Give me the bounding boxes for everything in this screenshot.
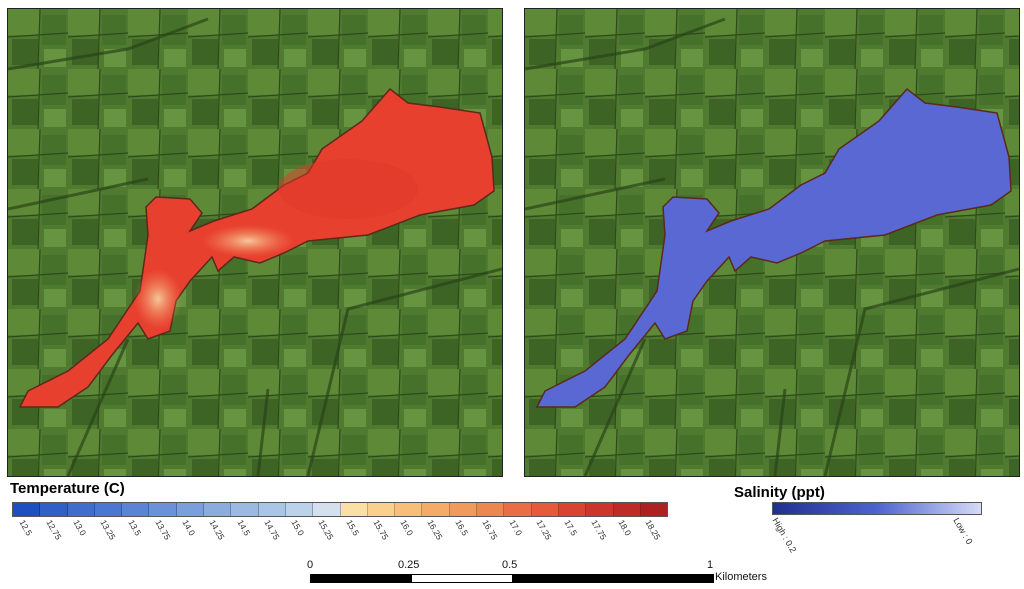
temperature-swatch <box>176 503 205 516</box>
temperature-swatch <box>531 503 559 516</box>
temperature-tick-label: 13.5 <box>125 518 143 538</box>
temperature-swatch <box>149 503 177 516</box>
temperature-tick-label: 13.25 <box>98 518 119 542</box>
scale-unit-label: Kilometers <box>715 571 767 583</box>
temperature-swatch <box>586 503 614 516</box>
warm-zone <box>134 269 182 329</box>
temperature-tick-label: 15.25 <box>316 518 337 542</box>
temperature-tick-label: 14.25 <box>207 518 228 542</box>
temperature-tick-label: 16.5 <box>452 518 470 538</box>
temperature-swatch <box>640 503 668 516</box>
temperature-swatch <box>477 503 505 516</box>
salinity-legend-title: Salinity (ppt) <box>734 484 825 501</box>
temperature-swatch <box>367 503 396 516</box>
temperature-swatch <box>313 503 341 516</box>
temperature-swatch <box>67 503 95 516</box>
temperature-tick-labels: 12.5 12.75 13.0 13.25 13.5 13.75 14.0 14.25 14.5… <box>12 518 666 546</box>
temperature-legend-title: Temperature (C) <box>10 480 125 497</box>
temperature-tick-label: 14.75 <box>262 518 282 542</box>
salinity-color-ramp <box>772 502 982 515</box>
salinity-low-label: Low : 0 <box>951 516 975 547</box>
temperature-tick-label: 12.75 <box>44 518 64 542</box>
temperature-swatch <box>422 503 450 516</box>
salinity-map-panel <box>524 8 1020 477</box>
temperature-tick-label: 13.0 <box>71 518 89 538</box>
temperature-swatch <box>340 503 368 516</box>
temperature-swatch <box>449 503 478 516</box>
temperature-map-panel <box>7 8 503 477</box>
temperature-tick-label: 15.75 <box>371 518 391 542</box>
temperature-swatch <box>231 503 259 516</box>
temperature-color-ramp <box>12 502 668 517</box>
temperature-swatch <box>258 503 286 516</box>
temperature-swatch <box>613 503 641 516</box>
temperature-tick-label: 15.5 <box>343 518 361 538</box>
scale-label-0: 0 <box>307 559 314 571</box>
temperature-tick-label: 15.0 <box>289 518 307 538</box>
scale-bar <box>310 574 714 583</box>
temperature-tick-label: 12.5 <box>16 518 34 538</box>
temperature-tick-label: 18.0 <box>616 518 634 538</box>
temperature-tick-label: 16.0 <box>398 518 416 538</box>
temperature-tick-label: 17.25 <box>534 518 555 542</box>
temperature-map <box>8 9 502 476</box>
temperature-swatch <box>204 503 232 516</box>
temperature-tick-label: 17.0 <box>507 518 525 538</box>
temperature-tick-label: 17.75 <box>589 518 609 542</box>
salinity-map <box>525 9 1019 476</box>
temperature-swatch <box>40 503 68 516</box>
temperature-tick-label: 17.5 <box>561 518 579 538</box>
temperature-tick-label: 16.75 <box>480 518 500 542</box>
temperature-swatch <box>504 503 532 516</box>
temperature-swatch <box>285 503 314 516</box>
scale-label-025: 0.25 <box>398 559 420 571</box>
temperature-tick-label: 16.25 <box>425 518 446 542</box>
temperature-swatch <box>13 503 41 516</box>
scale-label-05: 0.5 <box>502 559 518 571</box>
temperature-tick-label: 14.0 <box>180 518 198 538</box>
temperature-swatch <box>122 503 150 516</box>
temperature-swatch <box>94 503 123 516</box>
temperature-swatch <box>395 503 423 516</box>
temperature-tick-label: 18.25 <box>643 518 664 542</box>
temperature-tick-label: 14.5 <box>234 518 252 538</box>
warm-zone <box>202 225 294 257</box>
lake-salinity <box>535 87 1012 408</box>
temperature-tick-label: 13.75 <box>153 518 173 542</box>
scale-label-1: 1 <box>707 559 714 571</box>
temperature-swatch <box>558 503 587 516</box>
salinity-high-label: High : 0.2 <box>770 516 799 555</box>
